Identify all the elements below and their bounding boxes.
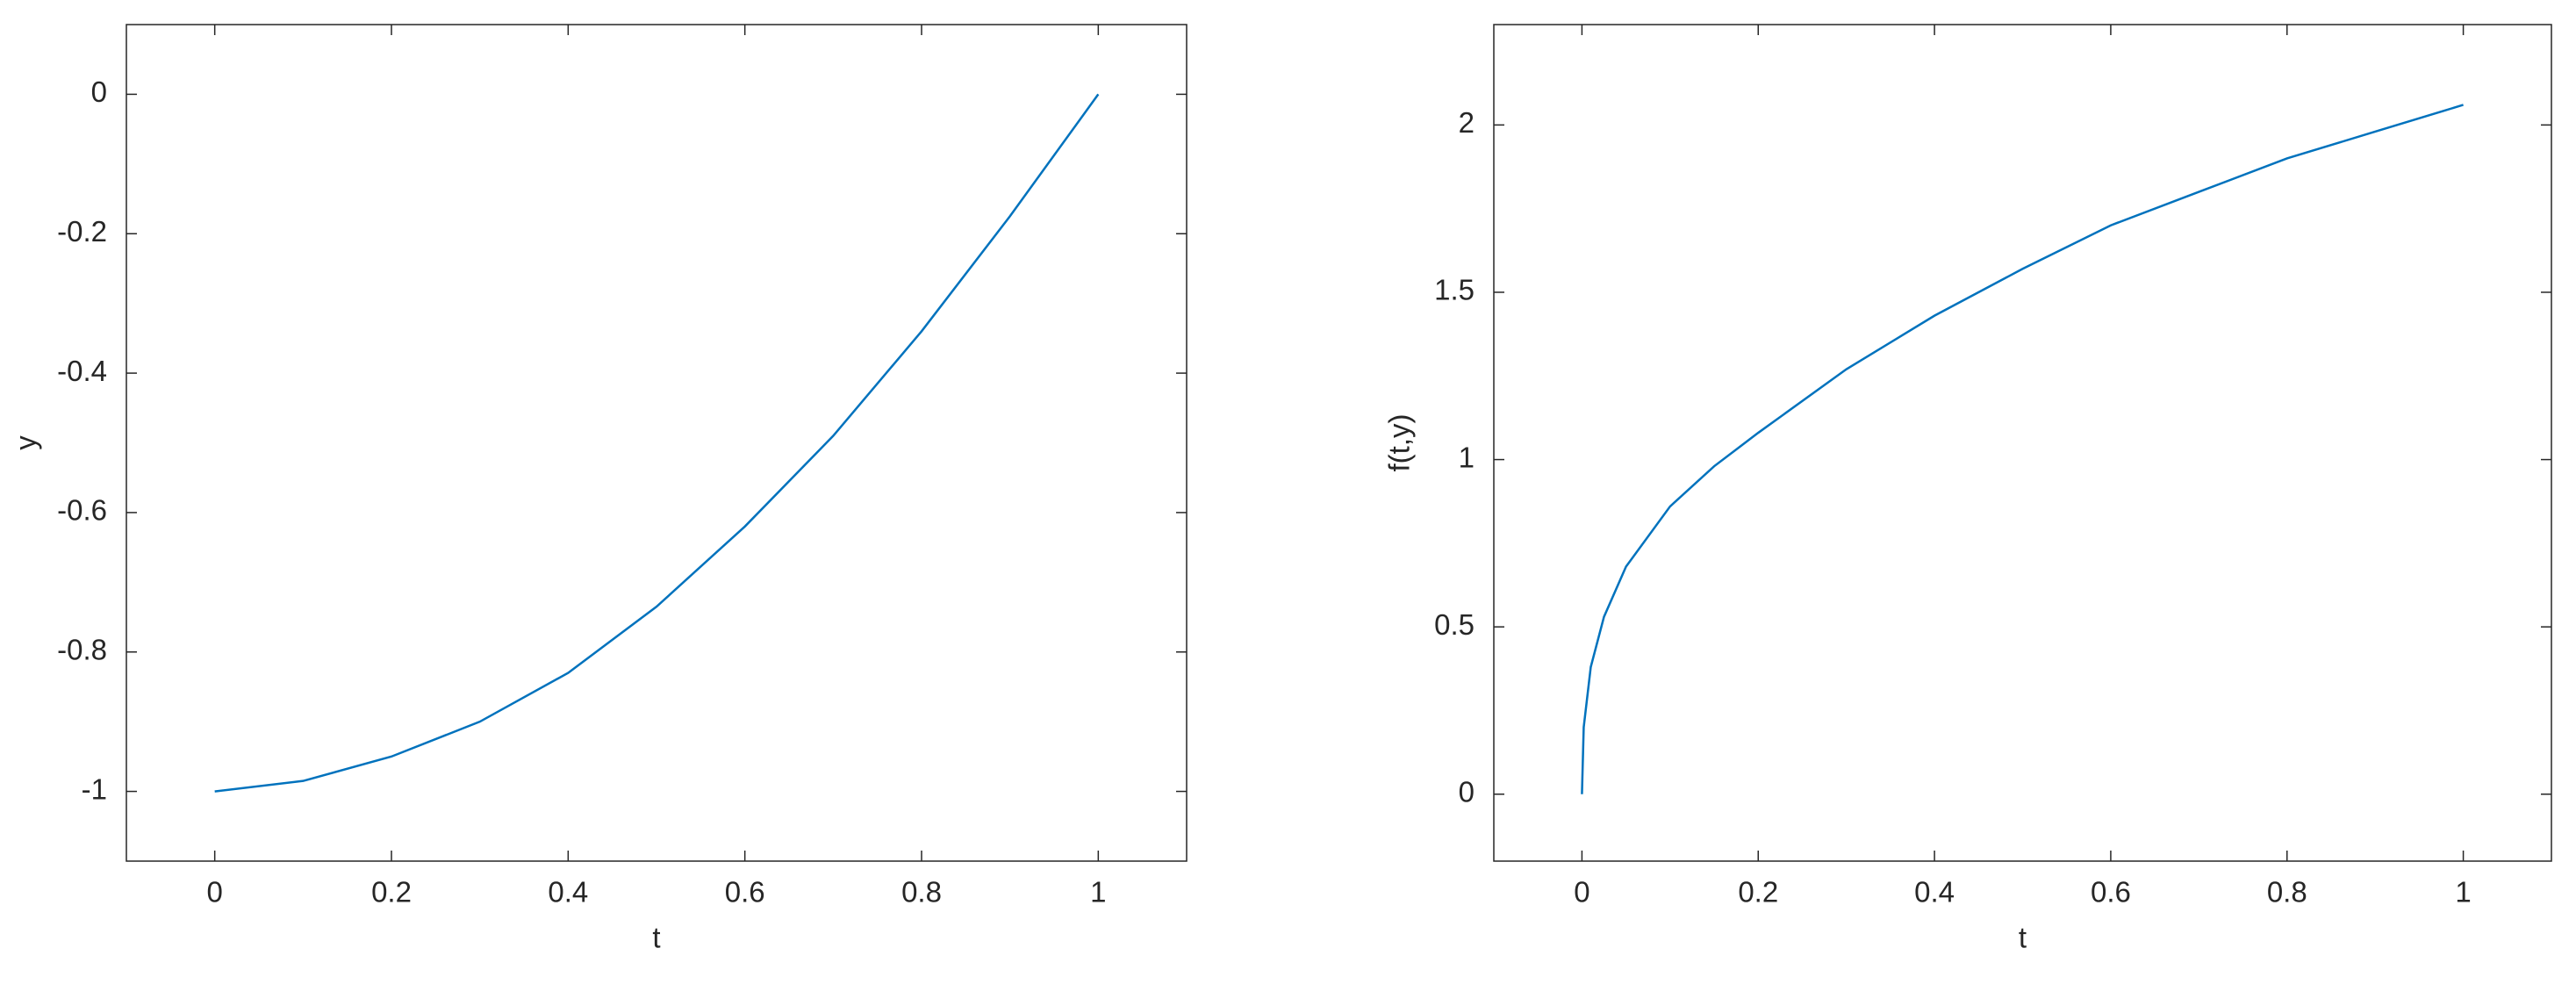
y-tick-label: -1: [82, 772, 107, 805]
x-tick-label: 0.4: [548, 876, 588, 909]
y-axis-label: y: [10, 435, 42, 450]
y-tick-label: -0.6: [57, 494, 107, 527]
axes-frame: [1493, 24, 2552, 862]
x-tick-label: 0.2: [1738, 876, 1778, 909]
y-tick-label: -0.8: [57, 633, 107, 665]
y-tick-label: 1: [1459, 441, 1475, 473]
x-tick-label: 0.2: [371, 876, 412, 909]
y-tick-label: 2: [1459, 106, 1475, 139]
data-line: [214, 93, 1100, 793]
x-tick-label: 0.4: [1914, 876, 1955, 909]
x-tick-label: 0.6: [725, 876, 765, 909]
y-tick-label: 0.5: [1434, 608, 1475, 641]
x-tick-label: 0: [1574, 876, 1589, 909]
y-tick-label: 1.5: [1434, 274, 1475, 306]
x-tick-label: 0.8: [901, 876, 942, 909]
data-line: [1581, 104, 2464, 794]
y-tick-label: -0.4: [57, 355, 107, 387]
x-axis-label: t: [2019, 922, 2027, 954]
x-tick-label: 1: [1090, 876, 1106, 909]
x-tick-label: 1: [2455, 876, 2471, 909]
x-tick-label: 0.6: [2091, 876, 2131, 909]
y-tick-label: 0: [91, 75, 107, 108]
x-tick-label: 0.8: [2267, 876, 2307, 909]
y-tick-label: 0: [1459, 775, 1475, 808]
axes-frame: [126, 24, 1188, 862]
y-tick-label: -0.2: [57, 215, 107, 248]
x-axis-label: t: [652, 922, 660, 954]
y-axis-label: f(t,y): [1383, 414, 1416, 472]
x-tick-label: 0: [206, 876, 222, 909]
